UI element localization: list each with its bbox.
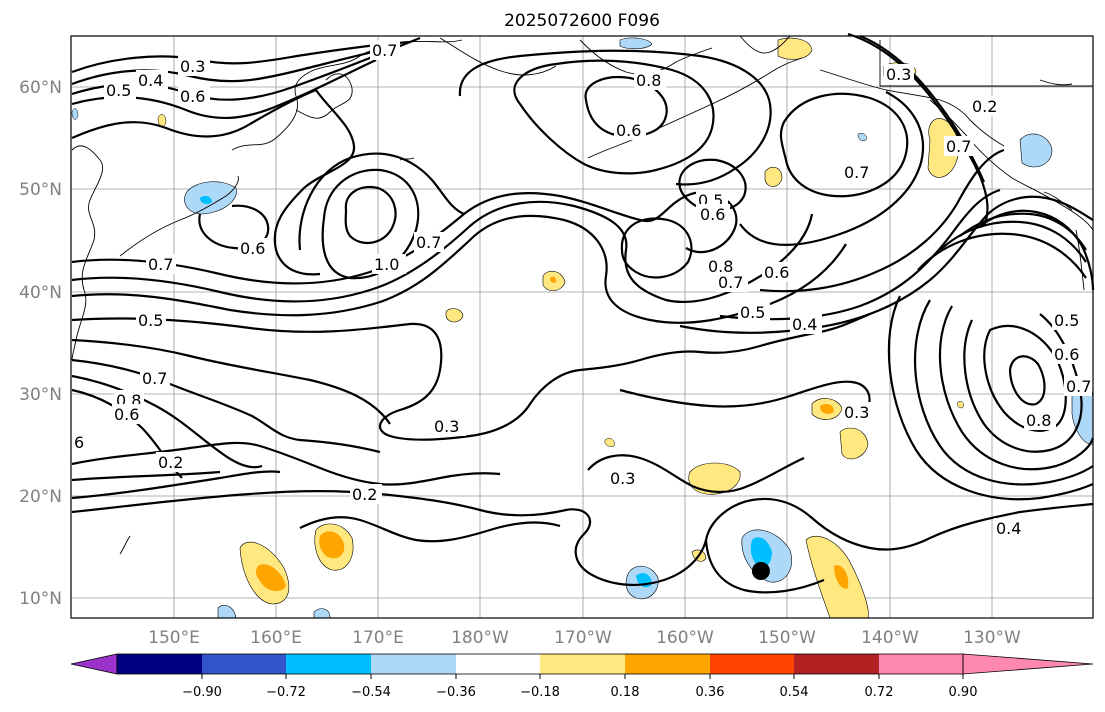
colorbar-tick-label: 0.54: [780, 685, 809, 700]
lon-label: 170°E: [352, 628, 404, 648]
contour-label: 0.7: [844, 163, 869, 182]
contour-label: 0.8: [708, 257, 733, 276]
contour-label: 0.2: [352, 485, 377, 504]
contour-label: 0.6: [616, 121, 641, 140]
lon-label: 130°W: [963, 628, 1021, 648]
contour-labels: 0.3 0.4 0.5 0.6 0.7 0.7 1.0 0.6 0.7 0.5 …: [72, 40, 1092, 538]
lon-label: 150°E: [148, 628, 200, 648]
colorbar-tick-label: 0.36: [696, 685, 725, 700]
contour-label: 0.3: [844, 403, 869, 422]
colorbar-tick-label: 0.72: [865, 685, 894, 700]
lat-label: 10°N: [19, 589, 62, 609]
colorbar-segment: [456, 654, 540, 674]
colorbar-segment: [879, 654, 963, 674]
lon-label: 150°W: [758, 628, 816, 648]
contour-label: 0.8: [1026, 411, 1051, 430]
colorbar-segment: [794, 654, 879, 674]
contour-label: 0.6: [700, 205, 725, 224]
shaded-anomalies: [71, 37, 1094, 619]
contour-label: 0.3: [886, 65, 911, 84]
contour-label: 0.4: [996, 519, 1021, 538]
contour-label: 0.6: [1054, 345, 1079, 364]
contour-label: 0.7: [1066, 377, 1091, 396]
contour-label: 0.3: [434, 417, 459, 436]
contour-label: 0.7: [946, 137, 971, 156]
latitude-labels: 60°N 50°N 40°N 30°N 20°N 10°N: [19, 78, 62, 609]
colorbar-tick-label: 0.90: [949, 685, 978, 700]
longitude-labels: 150°E 160°E 170°E 180°W 170°W 160°W 150°…: [148, 628, 1021, 648]
contour-label: 6: [74, 433, 84, 452]
contour-label: 0.7: [148, 255, 173, 274]
contour-label: 0.8: [636, 71, 661, 90]
contour-label: 0.5: [106, 81, 131, 100]
lon-label: 170°W: [554, 628, 612, 648]
contour-label: 0.3: [610, 469, 635, 488]
lat-label: 60°N: [19, 78, 62, 98]
lon-label: 160°E: [250, 628, 302, 648]
contour-label: 0.2: [972, 97, 997, 116]
contour-label: 0.4: [138, 71, 163, 90]
lat-label: 50°N: [19, 180, 62, 200]
colorbar: −0.90 −0.72 −0.54 −0.36 −0.18 0.18 0.36 …: [70, 653, 1094, 700]
contour-label: 0.5: [1054, 311, 1079, 330]
map-frame: [70, 35, 1094, 619]
contour-label: 0.5: [740, 303, 765, 322]
contour-label: 0.2: [158, 453, 183, 472]
lon-label: 140°W: [861, 628, 919, 648]
lon-label: 160°W: [656, 628, 714, 648]
colorbar-tick-label: −0.72: [266, 685, 306, 700]
colorbar-ticks: [201, 674, 964, 679]
colorbar-tick-label: 0.18: [611, 685, 640, 700]
lat-label: 40°N: [19, 283, 62, 303]
colorbar-segment: [540, 654, 625, 674]
colorbar-segment: [710, 654, 794, 674]
lat-lon-gridlines: [71, 36, 1093, 618]
colorbar-tick-label: −0.54: [351, 685, 391, 700]
contour-label: 0.4: [792, 315, 817, 334]
storm-center-marker: [751, 562, 770, 580]
contour-label: 0.6: [114, 405, 139, 424]
colorbar-left-extension: [70, 653, 118, 675]
contour-label: 0.3: [180, 57, 205, 76]
colorbar-tick-label: −0.18: [520, 685, 560, 700]
contour-label: 0.6: [240, 239, 265, 258]
contour-label: 0.5: [138, 311, 163, 330]
contour-lines: [71, 32, 1095, 594]
lat-label: 30°N: [19, 385, 62, 405]
contour-label: 0.7: [718, 273, 743, 292]
contour-label: 1.0: [374, 255, 399, 274]
contour-label: 0.7: [142, 369, 167, 388]
colorbar-segment: [117, 654, 202, 674]
contour-label: 0.6: [180, 87, 205, 106]
map-title: 2025072600 F096: [504, 11, 660, 31]
colorbar-right-extension: [962, 653, 1094, 675]
colorbar-segment: [371, 654, 456, 674]
contour-label: 0.7: [416, 233, 441, 252]
colorbar-segment: [286, 654, 371, 674]
colorbar-tick-label: −0.36: [436, 685, 476, 700]
lon-label: 180°W: [451, 628, 509, 648]
map-panel: 0.3 0.4 0.5 0.6 0.7 0.7 1.0 0.6 0.7 0.5 …: [70, 32, 1095, 619]
colorbar-segment: [202, 654, 286, 674]
lat-label: 20°N: [19, 487, 62, 507]
colorbar-segment: [625, 654, 710, 674]
colorbar-tick-label: −0.90: [182, 685, 222, 700]
contour-label: 0.7: [372, 41, 397, 60]
contour-label: 0.6: [764, 263, 789, 282]
